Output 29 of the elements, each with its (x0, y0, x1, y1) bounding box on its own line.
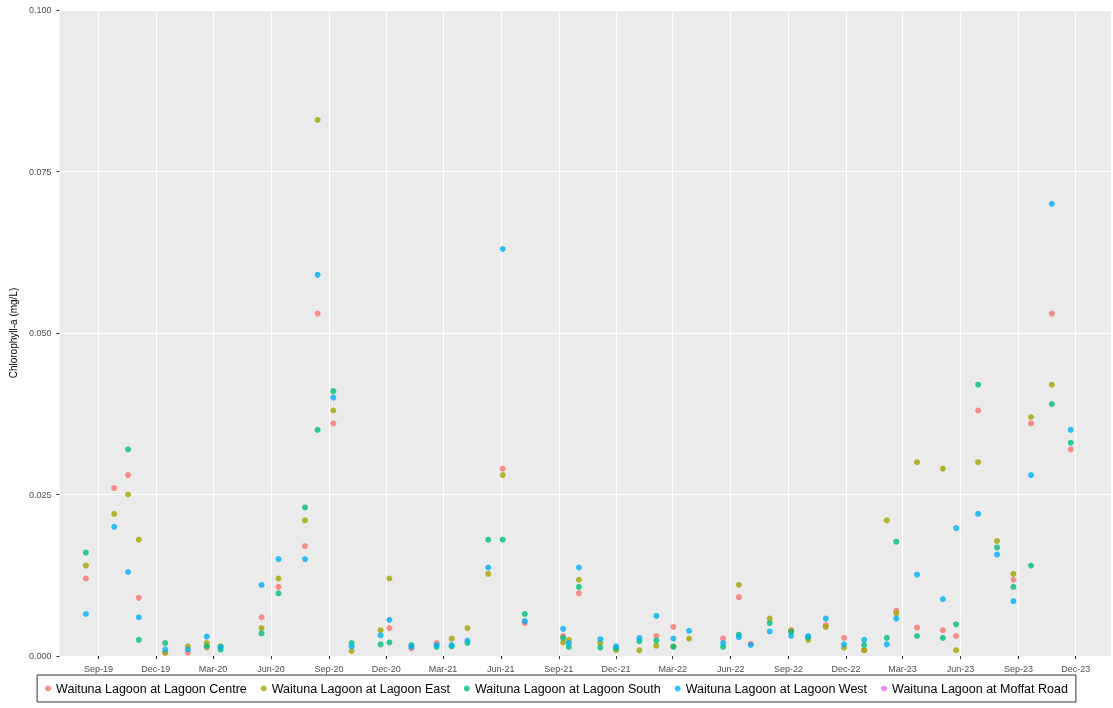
x-tick-label: Dec-22 (831, 663, 861, 674)
x-tick-label: Mar-21 (428, 663, 458, 674)
x-tick-label: Dec-23 (1061, 663, 1091, 674)
x-tick-label: Jun-20 (257, 663, 285, 674)
x-tick-label: Sep-21 (544, 663, 574, 674)
y-axis-title: Chlorophyll-a (mg/L) (7, 287, 19, 379)
y-tick-label: 0.000 (28, 651, 52, 661)
legend-label: Waituna Lagoon at Lagoon South (474, 681, 661, 696)
x-tick-label: Dec-20 (371, 663, 401, 674)
x-tick-label: Dec-21 (601, 663, 631, 674)
legend-label: Waituna Lagoon at Lagoon East (271, 681, 451, 696)
legend-label: Waituna Lagoon at Lagoon West (685, 681, 868, 696)
x-tick-label: Jun-21 (487, 663, 515, 674)
legend-label: Waituna Lagoon at Moffat Road (892, 681, 1068, 696)
y-tick-label: 0.050 (28, 328, 52, 338)
y-tick-label: 0.100 (28, 5, 52, 15)
x-tick-label: Dec-19 (141, 663, 171, 674)
legend-label: Waituna Lagoon at Lagoon Centre (56, 681, 247, 696)
x-tick-label: Mar-20 (198, 663, 228, 674)
x-tick-label: Sep-22 (774, 663, 804, 674)
x-tick-label: Sep-23 (1003, 663, 1033, 674)
y-tick-label: 0.025 (28, 489, 52, 500)
x-tick-label: Mar-23 (888, 663, 917, 674)
x-tick-label: Sep-19 (83, 663, 113, 674)
x-tick-label: Jun-22 (716, 663, 745, 674)
x-tick-label: Sep-20 (314, 663, 344, 674)
y-tick-label: 0.075 (28, 166, 52, 177)
x-tick-label: Mar-22 (658, 663, 687, 674)
x-tick-label: Jun-23 (946, 663, 975, 674)
